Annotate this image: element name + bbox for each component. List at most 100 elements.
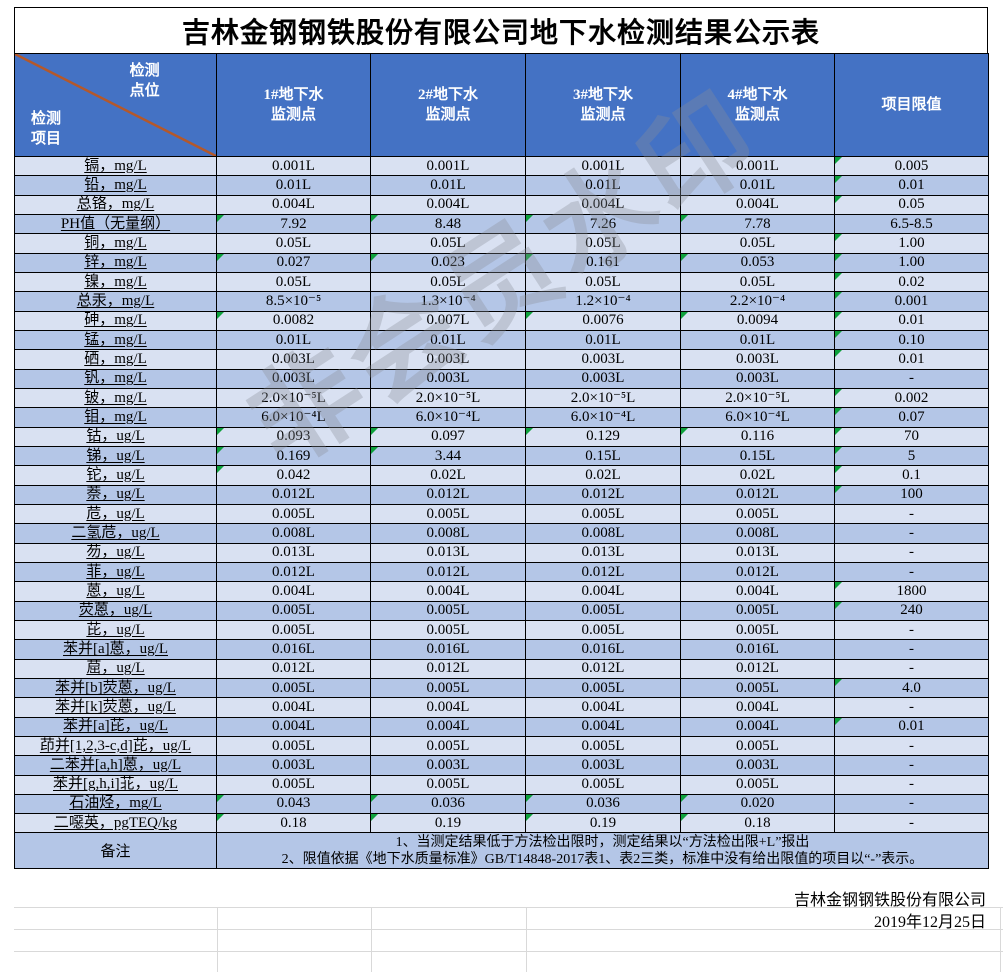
value-cell[interactable]: 0.016L [680, 639, 835, 660]
value-cell[interactable]: 0.169 [216, 445, 371, 467]
value-cell[interactable]: 0.004L [216, 194, 371, 215]
value-cell[interactable]: 0.013L [525, 542, 681, 563]
row-label-cell[interactable]: 二氢苊，ug/L [14, 523, 217, 544]
value-cell[interactable]: 0.129 [525, 426, 681, 447]
value-cell[interactable]: 0.05L [525, 233, 681, 254]
value-cell[interactable]: 2.0×10⁻⁵L [370, 387, 526, 409]
value-cell[interactable]: 0.005L [370, 735, 526, 757]
limit-cell[interactable]: - [834, 697, 989, 718]
value-cell[interactable]: 0.005L [680, 600, 835, 621]
value-cell[interactable]: 0.02L [680, 465, 835, 486]
value-cell[interactable]: 0.004L [370, 194, 526, 215]
value-cell[interactable]: 0.005L [370, 774, 526, 795]
value-cell[interactable]: 0.001L [370, 155, 526, 177]
value-cell[interactable]: 0.19 [370, 813, 526, 834]
value-cell[interactable]: 0.005L [370, 677, 526, 699]
row-label-cell[interactable]: 铍，mg/L [14, 387, 217, 409]
value-cell[interactable]: 0.013L [216, 542, 371, 563]
value-cell[interactable]: 0.016L [216, 639, 371, 660]
row-label-cell[interactable]: PH值（无量纲） [14, 213, 217, 235]
value-cell[interactable]: 6.0×10⁻⁴L [525, 407, 681, 428]
value-cell[interactable]: 0.003L [525, 755, 681, 776]
value-cell[interactable]: 0.012L [216, 561, 371, 583]
value-cell[interactable]: 0.003L [216, 368, 371, 389]
value-cell[interactable]: 0.005L [525, 619, 681, 641]
value-cell[interactable]: 0.005L [525, 503, 681, 525]
value-cell[interactable]: 0.013L [680, 542, 835, 563]
limit-cell[interactable]: 0.05 [834, 194, 989, 215]
row-label-cell[interactable]: 锑，ug/L [14, 445, 217, 467]
row-label-cell[interactable]: 钒，mg/L [14, 368, 217, 389]
value-cell[interactable]: 0.012L [525, 561, 681, 583]
value-cell[interactable]: 0.004L [370, 716, 526, 737]
value-cell[interactable]: 1.2×10⁻⁴ [525, 291, 681, 312]
value-cell[interactable]: 0.116 [680, 426, 835, 447]
value-cell[interactable]: 0.005L [680, 735, 835, 757]
value-cell[interactable]: 0.004L [680, 697, 835, 718]
value-cell[interactable]: 0.008L [370, 523, 526, 544]
value-cell[interactable]: 0.05L [525, 271, 681, 293]
limit-cell[interactable]: 100 [834, 484, 989, 505]
column-header-well1[interactable]: 1#地下水 监测点 [216, 53, 371, 157]
value-cell[interactable]: 0.02L [370, 465, 526, 486]
value-cell[interactable]: 0.012L [370, 484, 526, 505]
row-label-cell[interactable]: 二苯并[a,h]蒽，ug/L [14, 755, 217, 776]
value-cell[interactable]: 0.005L [680, 619, 835, 641]
value-cell[interactable]: 0.005L [680, 677, 835, 699]
row-label-cell[interactable]: 铅，mg/L [14, 175, 217, 196]
remark-label-cell[interactable]: 备注 [14, 832, 217, 870]
row-label-cell[interactable]: 铊，ug/L [14, 465, 217, 486]
limit-cell[interactable]: 0.005 [834, 155, 989, 177]
value-cell[interactable]: 0.012L [370, 658, 526, 679]
row-label-cell[interactable]: 总铬，mg/L [14, 194, 217, 215]
value-cell[interactable]: 0.005L [216, 503, 371, 525]
value-cell[interactable]: 0.093 [216, 426, 371, 447]
value-cell[interactable]: 0.016L [525, 639, 681, 660]
value-cell[interactable]: 0.004L [216, 716, 371, 737]
value-cell[interactable]: 0.003L [216, 755, 371, 776]
value-cell[interactable]: 0.007L [370, 310, 526, 331]
value-cell[interactable]: 0.012L [370, 561, 526, 583]
value-cell[interactable]: 0.003L [525, 368, 681, 389]
value-cell[interactable]: 0.012L [680, 658, 835, 679]
value-cell[interactable]: 8.5×10⁻⁵ [216, 291, 371, 312]
row-label-cell[interactable]: 锰，mg/L [14, 329, 217, 351]
value-cell[interactable]: 0.01L [370, 175, 526, 196]
value-cell[interactable]: 0.004L [370, 697, 526, 718]
value-cell[interactable]: 0.005L [216, 677, 371, 699]
value-cell[interactable]: 0.023 [370, 252, 526, 273]
value-cell[interactable]: 0.004L [525, 697, 681, 718]
value-cell[interactable]: 0.005L [525, 735, 681, 757]
value-cell[interactable]: 2.0×10⁻⁵L [525, 387, 681, 409]
value-cell[interactable]: 0.003L [370, 368, 526, 389]
row-label-cell[interactable]: 镉，mg/L [14, 155, 217, 177]
value-cell[interactable]: 0.005L [525, 677, 681, 699]
row-label-cell[interactable]: 砷，mg/L [14, 310, 217, 331]
value-cell[interactable]: 8.48 [370, 213, 526, 235]
value-cell[interactable]: 1.3×10⁻⁴ [370, 291, 526, 312]
value-cell[interactable]: 0.043 [216, 793, 371, 815]
value-cell[interactable]: 0.001L [216, 155, 371, 177]
value-cell[interactable]: 0.013L [370, 542, 526, 563]
value-cell[interactable]: 0.027 [216, 252, 371, 273]
limit-cell[interactable]: - [834, 542, 989, 563]
value-cell[interactable]: 0.005L [370, 600, 526, 621]
value-cell[interactable]: 0.005L [216, 600, 371, 621]
value-cell[interactable]: 0.01L [525, 329, 681, 351]
value-cell[interactable]: 0.005L [216, 619, 371, 641]
value-cell[interactable]: 6.0×10⁻⁴L [216, 407, 371, 428]
value-cell[interactable]: 0.02L [525, 465, 681, 486]
value-cell[interactable]: 0.005L [216, 735, 371, 757]
limit-cell[interactable]: - [834, 368, 989, 389]
value-cell[interactable]: 0.05L [370, 271, 526, 293]
column-header-limit[interactable]: 项目限值 [834, 53, 989, 157]
value-cell[interactable]: 2.0×10⁻⁵L [680, 387, 835, 409]
limit-cell[interactable]: - [834, 793, 989, 815]
value-cell[interactable]: 0.005L [370, 619, 526, 641]
limit-cell[interactable]: 70 [834, 426, 989, 447]
value-cell[interactable]: 0.01L [525, 175, 681, 196]
limit-cell[interactable]: 5 [834, 445, 989, 467]
limit-cell[interactable]: - [834, 523, 989, 544]
value-cell[interactable]: 0.19 [525, 813, 681, 834]
row-label-cell[interactable]: 铜，mg/L [14, 233, 217, 254]
